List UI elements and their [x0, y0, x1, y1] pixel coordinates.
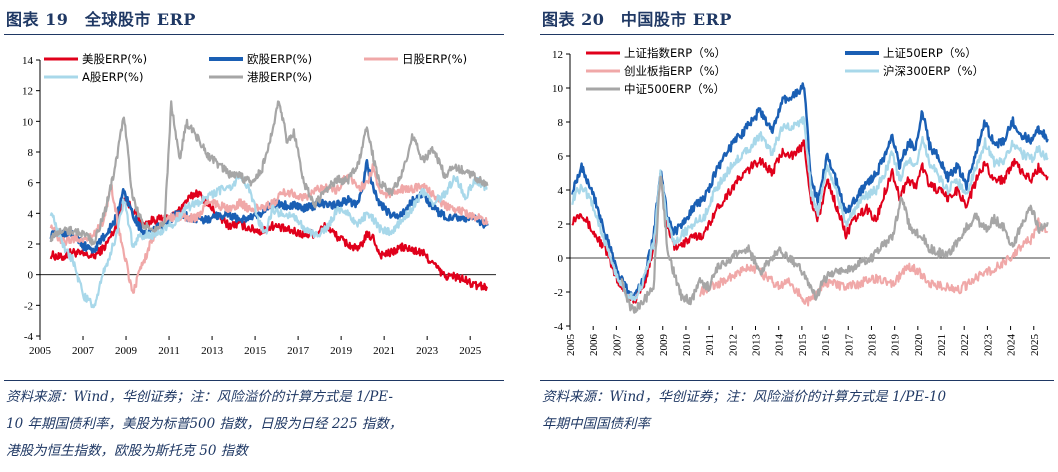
y-tick-label: -2: [24, 300, 33, 312]
x-tick-label: 2013: [201, 345, 224, 357]
y-tick-label: 6: [28, 178, 34, 190]
x-tick-label: 2007: [72, 345, 95, 357]
y-tick-label: 14: [22, 55, 34, 67]
legend-label: 美股ERP(%): [82, 52, 147, 66]
y-tick-label: -4: [554, 321, 564, 333]
x-tick-label: 2021: [936, 334, 948, 356]
legend-label: 沪深300ERP（%）: [883, 64, 984, 78]
left-chart-panel: 图表 19 全球股市 ERP -4 -2 0 2 4 6 8 10 12 14 2005 2007 20…: [4, 0, 504, 472]
figure-20-note: 资料来源：Wind，华创证券；注：风险溢价的计算方式是 1/PE-10 年期中国…: [542, 384, 946, 438]
series-line-4: [49, 100, 489, 246]
series-line-2: [49, 163, 489, 294]
note-divider: [540, 380, 1054, 381]
y-tick-label: 12: [552, 49, 563, 61]
x-tick-label: 2015: [244, 345, 267, 357]
y-tick-label: -4: [24, 331, 34, 343]
series-line-3: [49, 172, 488, 309]
y-tick-label: 0: [28, 270, 34, 282]
title-divider: [540, 34, 1054, 35]
x-tick-label: 2017: [287, 345, 310, 357]
x-tick-label: 2010: [681, 334, 693, 357]
x-tick-label: 2016: [820, 334, 832, 357]
legend-label: 创业板指ERP（%）: [624, 64, 726, 78]
legend-label: 上证50ERP（%）: [883, 46, 977, 60]
x-tick-label: 2023: [416, 345, 439, 357]
x-tick-label: 2008: [635, 334, 647, 357]
legend-label: 欧股ERP(%): [247, 52, 312, 66]
figure-19-note: 资料来源：Wind，华创证券；注：风险溢价的计算方式是 1/PE- 10 年期国…: [6, 384, 402, 465]
y-tick-label: 8: [28, 147, 34, 159]
series-line-3: [571, 115, 1049, 302]
note-line: 港股为恒生指数，欧股为斯托克 50 指数: [6, 443, 248, 459]
x-tick-label: 2024: [1006, 334, 1018, 357]
x-tick-label: 2012: [727, 334, 739, 356]
x-tick-label: 2009: [115, 345, 138, 357]
legend-label: 日股ERP(%): [402, 52, 467, 66]
y-tick-label: 0: [558, 253, 564, 265]
note-line: 年期中国国债利率: [542, 416, 650, 432]
x-tick-label: 2020: [913, 334, 925, 357]
x-tick-label: 2013: [751, 334, 763, 357]
series-line-2: [698, 217, 1049, 307]
note-line: 资料来源：Wind，华创证券；注：风险溢价的计算方式是 1/PE-10: [542, 389, 947, 405]
x-tick-label: 2023: [982, 334, 994, 357]
global-erp-chart: -4 -2 0 2 4 6 8 10 12 14 2005 2007 2009 2011 2013 2015 2…: [22, 52, 496, 357]
x-tick-label: 2025: [1029, 334, 1041, 357]
legend-label: 中证500ERP（%）: [624, 82, 725, 96]
x-tick-label: 2014: [774, 334, 786, 357]
china-erp-chart: -4 -2 0 2 4 6 8 10 12 2005 2006 2007 2008 2009 2010 201…: [552, 46, 1050, 357]
title-divider: [4, 34, 504, 35]
y-tick-label: 4: [558, 185, 564, 197]
figure-19-title: 图表 19 全球股市 ERP: [6, 10, 196, 29]
x-tick-label: 2018: [866, 334, 878, 357]
y-tick-label: 10: [22, 116, 34, 128]
y-tick-label: 12: [22, 86, 33, 98]
y-tick-label: 4: [28, 208, 34, 220]
x-tick-label: 2005: [565, 334, 577, 357]
x-tick-label: 2006: [588, 334, 600, 357]
x-tick-label: 2021: [373, 345, 395, 357]
right-chart-panel: 图表 20 中国股市 ERP -4 -2 0 2 4 6 8 10 12 2005 2006 2007…: [540, 0, 1054, 472]
y-tick-label: 10: [552, 83, 564, 95]
legend-label: 上证指数ERP（%）: [624, 46, 726, 60]
note-line: 10 年期国债利率，美股为标普500 指数，日股为日经 225 指数，: [6, 416, 403, 432]
series-line-4: [620, 175, 1049, 314]
figure-20-title: 图表 20 中国股市 ERP: [542, 10, 732, 29]
x-tick-label: 2009: [658, 334, 670, 357]
x-tick-label: 2007: [611, 334, 623, 357]
x-tick-label: 2005: [29, 345, 52, 357]
x-tick-label: 2022: [959, 334, 971, 356]
note-divider: [4, 380, 504, 381]
x-tick-label: 2011: [704, 334, 716, 356]
y-tick-label: 2: [558, 219, 564, 231]
note-line: 资料来源：Wind，华创证券；注：风险溢价的计算方式是 1/PE-: [6, 389, 393, 405]
legend-label: A股ERP(%): [82, 70, 143, 84]
y-tick-label: 2: [28, 239, 34, 251]
x-tick-label: 2019: [330, 345, 353, 357]
y-tick-label: 8: [558, 117, 564, 129]
x-tick-label: 2017: [843, 334, 855, 357]
x-tick-label: 2015: [797, 334, 809, 357]
y-tick-label: 6: [558, 151, 564, 163]
y-tick-label: -2: [554, 287, 563, 299]
x-tick-label: 2025: [459, 345, 482, 357]
x-tick-label: 2019: [890, 334, 902, 357]
x-tick-label: 2011: [158, 345, 180, 357]
legend-label: 港股ERP(%): [247, 70, 312, 84]
